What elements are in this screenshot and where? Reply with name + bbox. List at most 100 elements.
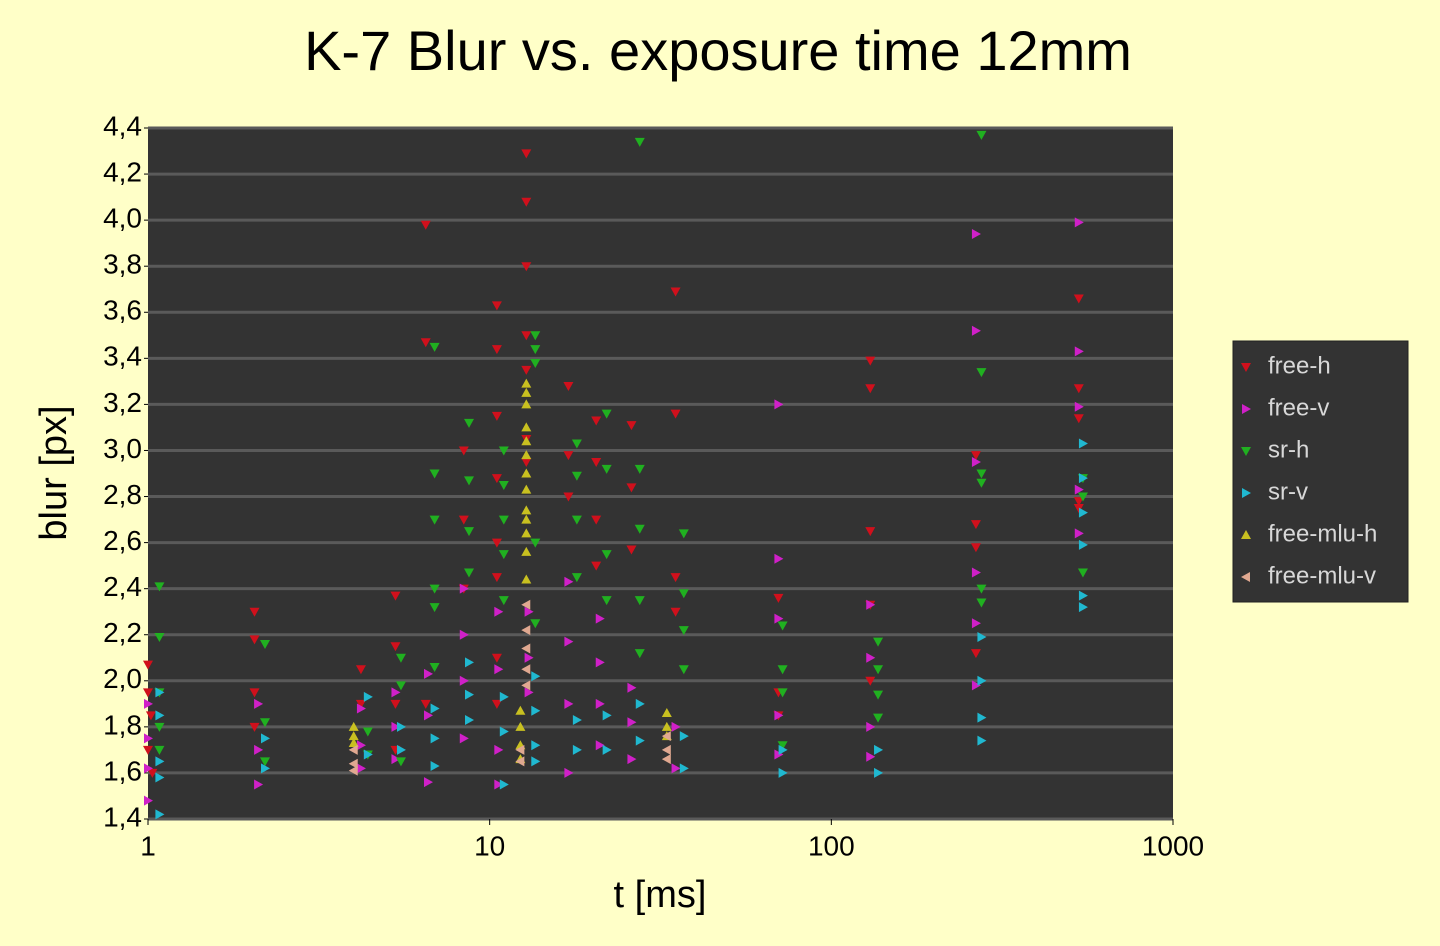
data-point [430, 703, 440, 714]
data-point [571, 439, 582, 449]
data-point [391, 721, 401, 732]
y-tick-label: 4,2 [103, 156, 142, 187]
data-point [591, 515, 602, 525]
data-point [521, 149, 532, 159]
data-point [348, 731, 359, 741]
data-point [521, 457, 532, 467]
data-point [601, 550, 612, 560]
legend-label: free-v [1268, 394, 1329, 421]
y-tick-label: 2,4 [103, 571, 142, 602]
data-point [429, 469, 440, 479]
data-point [154, 745, 165, 755]
data-point [144, 733, 153, 744]
data-point [491, 538, 502, 548]
legend-label: sr-v [1268, 478, 1308, 505]
data-point [521, 625, 531, 636]
data-point [564, 698, 574, 709]
legend-label: free-mlu-v [1268, 562, 1376, 589]
data-point [977, 712, 987, 723]
data-point [259, 718, 270, 728]
data-point [524, 652, 534, 663]
data-point [670, 573, 681, 583]
data-point [1073, 384, 1084, 394]
data-point [154, 633, 165, 643]
data-point [515, 705, 526, 715]
data-point [420, 220, 431, 230]
data-point [464, 418, 475, 428]
data-point [491, 573, 502, 583]
data-point [671, 763, 681, 774]
data-point [521, 528, 532, 538]
y-tick-label: 3,6 [103, 295, 142, 326]
data-point [873, 665, 884, 675]
data-point [491, 345, 502, 355]
data-point [259, 639, 270, 649]
data-point [563, 492, 574, 502]
data-point [430, 761, 440, 772]
data-point [144, 763, 153, 774]
data-point [521, 484, 532, 494]
data-point [627, 717, 637, 728]
data-point [521, 365, 532, 375]
data-point [424, 668, 434, 679]
data-point [356, 703, 366, 714]
data-point [491, 699, 502, 709]
data-point [976, 584, 987, 594]
chart-title: K-7 Blur vs. exposure time 12mm [304, 19, 1132, 82]
data-point [348, 758, 358, 769]
data-point [254, 779, 264, 790]
y-tick-label: 1,4 [103, 801, 142, 832]
data-point [144, 795, 153, 806]
data-point [499, 726, 509, 737]
data-point [530, 619, 541, 629]
data-point [459, 629, 469, 640]
data-point [874, 744, 884, 755]
data-point [661, 744, 671, 755]
data-point [634, 464, 645, 474]
data-point [634, 137, 645, 147]
y-tick-label: 3,8 [103, 249, 142, 280]
data-point [429, 584, 440, 594]
data-point [564, 576, 574, 587]
data-point [595, 740, 605, 751]
data-point [602, 744, 612, 755]
data-point [531, 705, 541, 716]
data-point [249, 635, 260, 645]
y-tick-label: 2,2 [103, 617, 142, 648]
data-point [498, 446, 509, 456]
data-point [635, 698, 645, 709]
data-point [595, 698, 605, 709]
data-point [143, 660, 153, 670]
data-point [591, 561, 602, 571]
data-point [602, 710, 612, 721]
data-point [679, 763, 689, 774]
data-point [976, 368, 987, 378]
data-point [970, 451, 981, 461]
data-point [259, 757, 270, 767]
data-point [634, 524, 645, 534]
data-point [970, 543, 981, 553]
data-point [1074, 346, 1084, 357]
data-point [521, 331, 532, 341]
data-point [521, 450, 532, 460]
data-point [348, 765, 358, 776]
data-point [778, 767, 788, 778]
data-point [521, 468, 532, 478]
data-point [458, 515, 469, 525]
data-point [154, 722, 165, 732]
data-point [254, 744, 264, 755]
data-point [430, 733, 440, 744]
data-point [564, 767, 574, 778]
y-tick-label: 2,8 [103, 479, 142, 510]
data-point [678, 626, 689, 636]
data-point [866, 721, 876, 732]
data-point [865, 356, 876, 366]
data-point [515, 721, 526, 731]
data-point [429, 515, 440, 525]
legend-label: sr-h [1268, 436, 1309, 463]
data-point [873, 713, 884, 723]
data-point [491, 653, 502, 663]
data-point [355, 699, 366, 709]
data-point [564, 636, 574, 647]
data-point [670, 287, 681, 297]
